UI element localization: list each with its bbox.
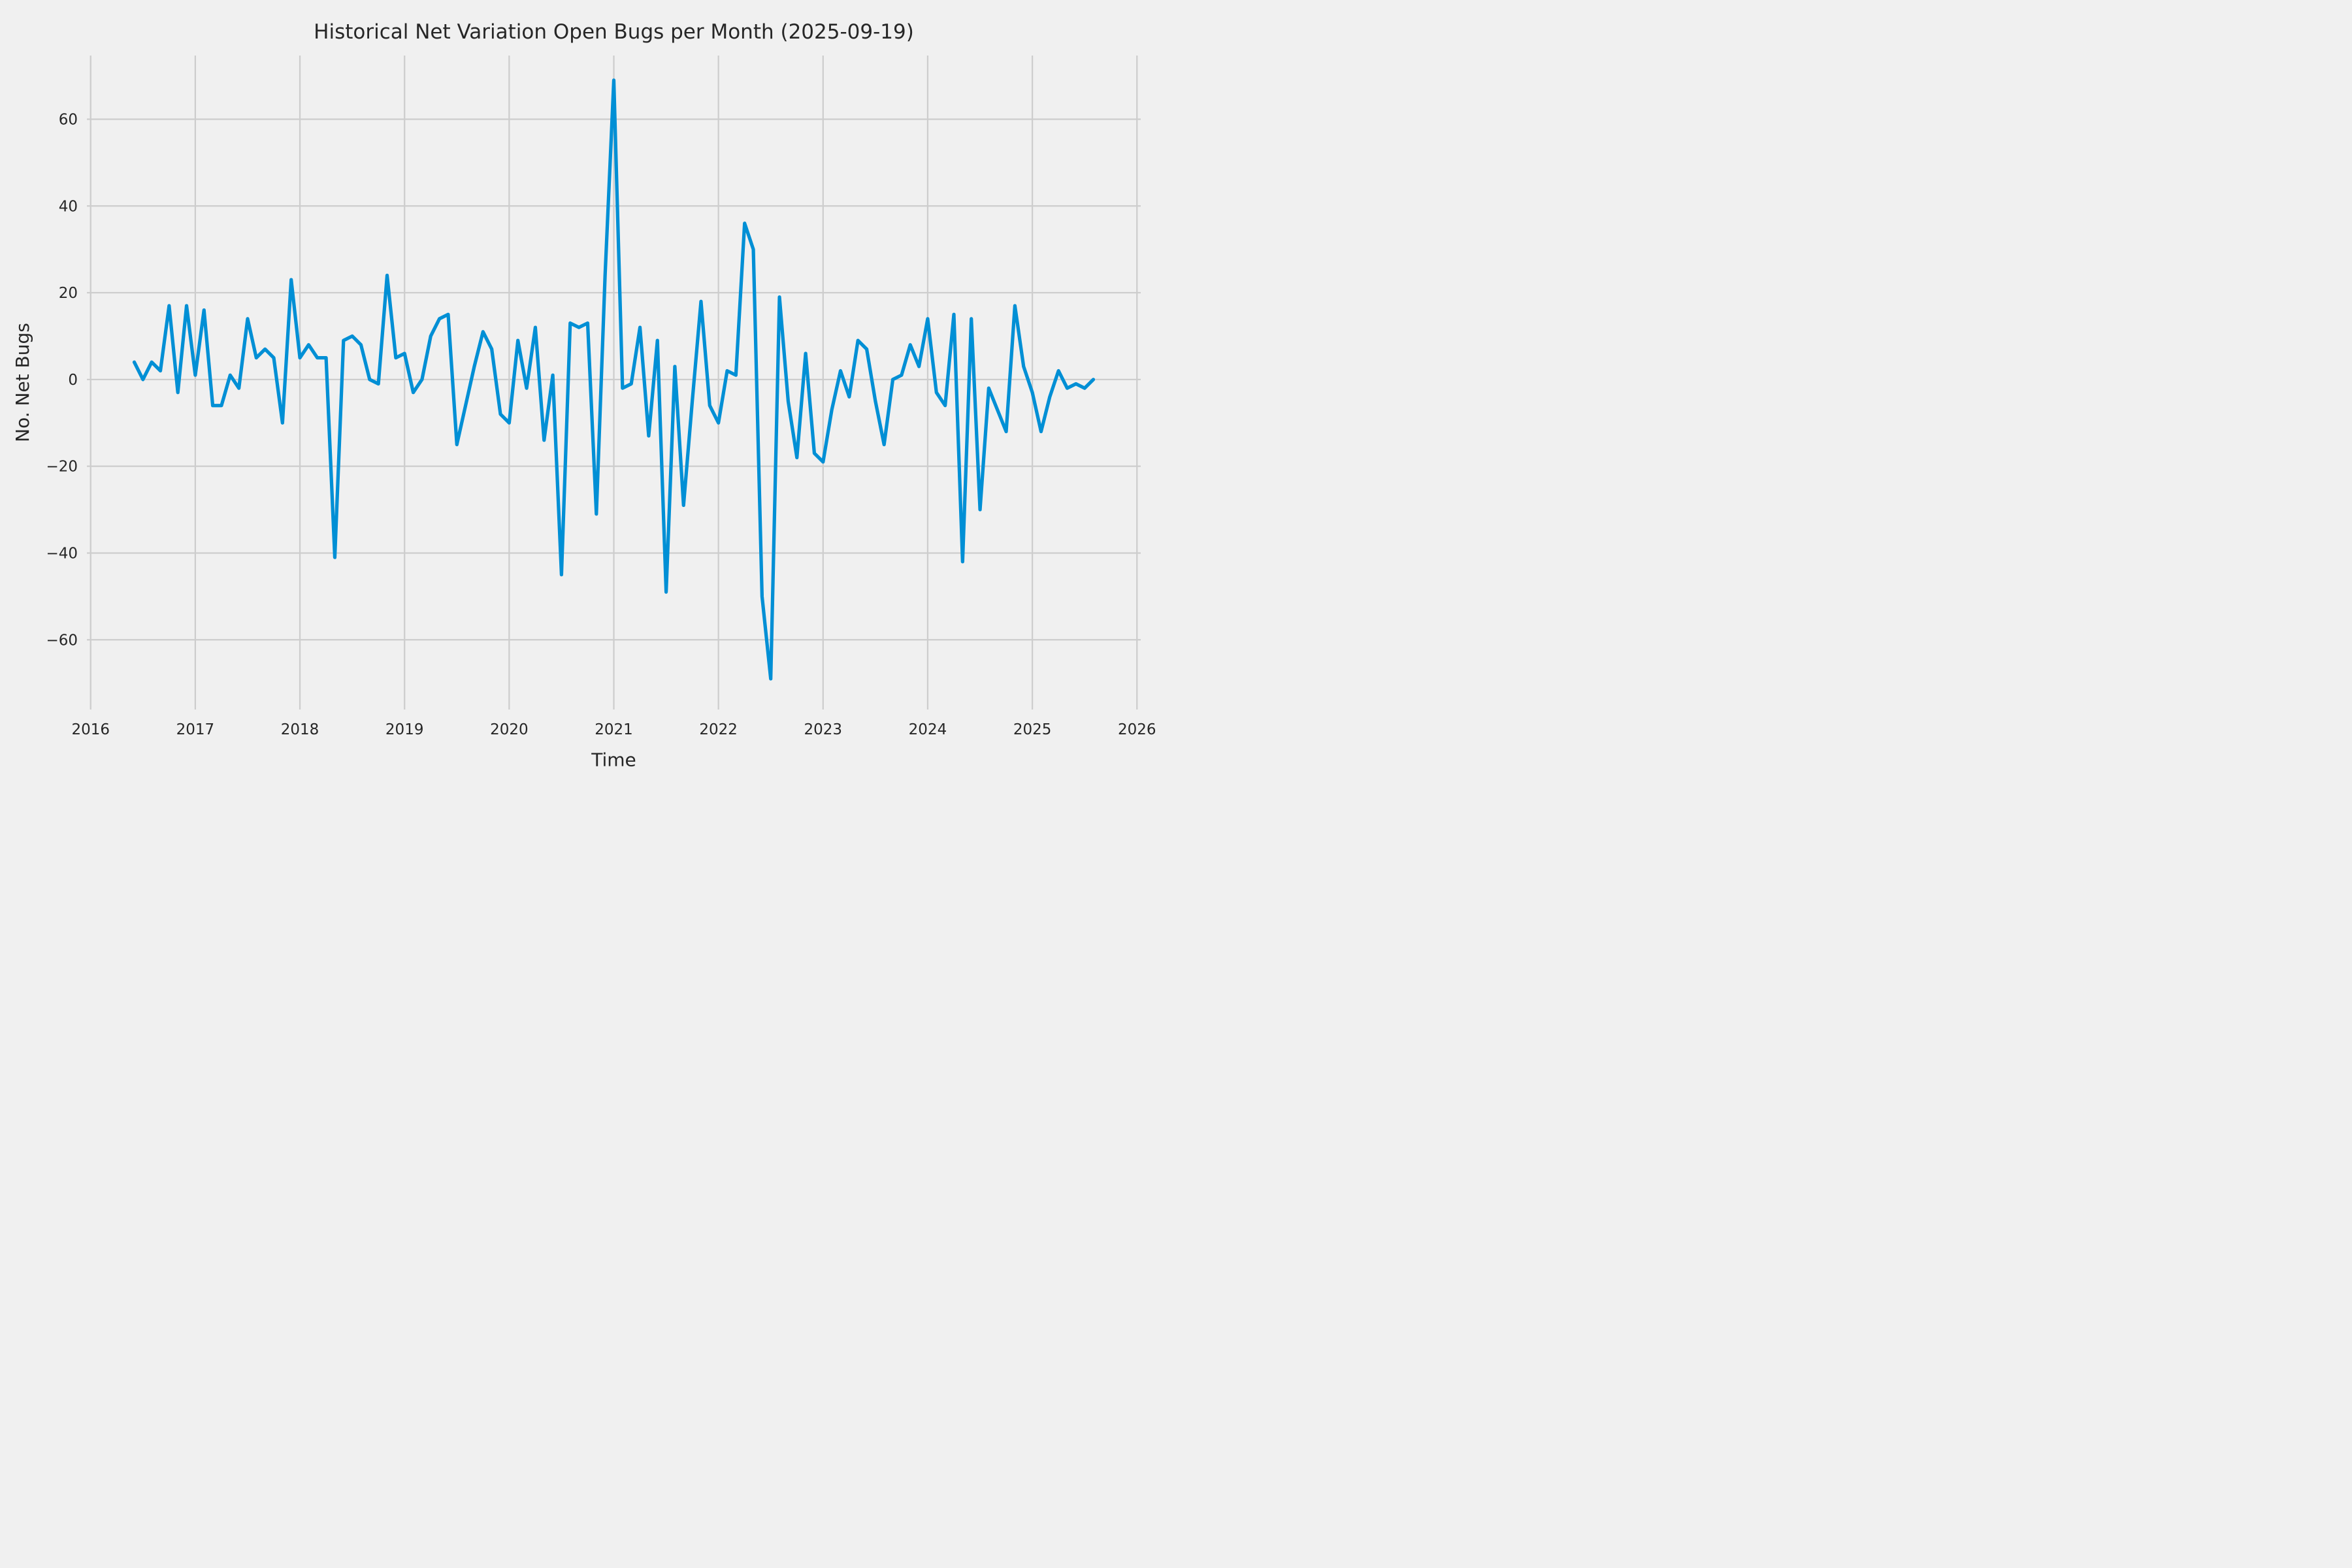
x-tick-label: 2025 — [1013, 721, 1052, 738]
figure: 2016 2017 2018 2019 2020 2021 2022 2023 2024 2025… — [0, 0, 1176, 784]
x-tick-label: 2026 — [1118, 721, 1156, 738]
x-axis-label: Time — [591, 749, 636, 771]
y-tick-label: 20 — [59, 285, 78, 302]
gridlines — [87, 56, 1141, 710]
y-tick-label: −60 — [46, 632, 78, 649]
y-tick-label: −40 — [46, 545, 78, 562]
x-tick-label: 2019 — [385, 721, 424, 738]
chart-title: Historical Net Variation Open Bugs per M… — [314, 20, 914, 44]
x-tick-label: 2023 — [804, 721, 843, 738]
x-tick-label: 2024 — [909, 721, 947, 738]
y-tick-label: −20 — [46, 459, 78, 476]
x-tick-label: 2020 — [490, 721, 529, 738]
x-tick-label: 2017 — [176, 721, 215, 738]
data-series — [132, 78, 1096, 681]
tick-labels: 2016 2017 2018 2019 2020 2021 2022 2023 2024 2025… — [46, 111, 1156, 738]
y-tick-label: 40 — [59, 198, 78, 215]
x-tick-label: 2016 — [71, 721, 110, 738]
net-bugs-line-series — [132, 78, 1096, 681]
y-axis-label: No. Net Bugs — [12, 323, 33, 442]
y-tick-label: 0 — [68, 372, 78, 389]
line-chart: 2016 2017 2018 2019 2020 2021 2022 2023 2024 2025… — [0, 0, 1176, 784]
x-tick-label: 2018 — [281, 721, 319, 738]
y-tick-label: 60 — [59, 111, 78, 128]
x-tick-label: 2021 — [595, 721, 633, 738]
x-tick-label: 2022 — [699, 721, 738, 738]
